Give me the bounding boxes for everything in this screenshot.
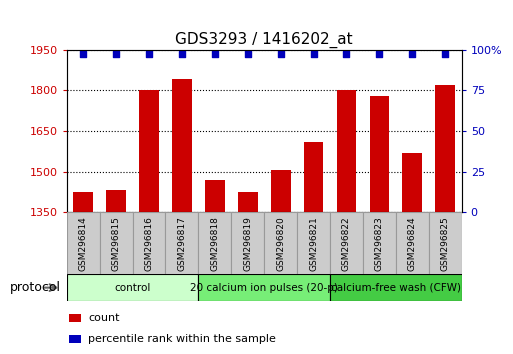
Bar [363,212,396,274]
Point [441,52,449,57]
Point [408,52,417,57]
Text: GSM296817: GSM296817 [177,216,186,271]
Text: control: control [114,282,151,293]
Point [244,52,252,57]
Text: GSM296823: GSM296823 [375,216,384,271]
Bar [231,212,264,274]
Point [211,52,219,57]
Text: GSM296814: GSM296814 [78,216,88,271]
Bar [199,212,231,274]
Bar [69,335,81,343]
Bar [396,212,429,274]
Point [342,52,350,57]
Bar [369,96,389,212]
Bar [304,142,323,212]
Point [309,52,318,57]
Point [79,52,87,57]
Bar [436,85,455,212]
Bar [238,192,258,212]
Bar [337,90,357,212]
Bar [330,274,462,301]
Bar [100,212,132,274]
Bar [429,212,462,274]
Text: GSM296819: GSM296819 [243,216,252,271]
Bar [67,274,199,301]
Bar [165,212,199,274]
Point [112,52,120,57]
Text: GSM296816: GSM296816 [145,216,153,271]
Bar [132,212,165,274]
Bar [67,212,100,274]
Bar [271,170,290,212]
Text: 20 calcium ion pulses (20-p): 20 calcium ion pulses (20-p) [190,282,338,293]
Title: GDS3293 / 1416202_at: GDS3293 / 1416202_at [175,32,353,48]
Text: percentile rank within the sample: percentile rank within the sample [88,334,277,344]
Text: GSM296815: GSM296815 [111,216,121,271]
Text: GSM296818: GSM296818 [210,216,220,271]
Bar [73,192,93,212]
Bar [297,212,330,274]
Bar [402,153,422,212]
Bar [106,190,126,212]
Text: GSM296820: GSM296820 [276,216,285,271]
Bar [199,274,330,301]
Bar [264,212,297,274]
Text: GSM296824: GSM296824 [408,216,417,271]
Text: GSM296825: GSM296825 [441,216,450,271]
Text: count: count [88,313,120,323]
Point [277,52,285,57]
Text: protocol: protocol [10,281,61,294]
Bar [139,90,159,212]
Bar [205,180,225,212]
Text: GSM296822: GSM296822 [342,216,351,271]
Text: calcium-free wash (CFW): calcium-free wash (CFW) [331,282,461,293]
Point [178,52,186,57]
Bar [69,314,81,322]
Bar [172,79,192,212]
Bar [330,212,363,274]
Text: GSM296821: GSM296821 [309,216,318,271]
Point [145,52,153,57]
Point [376,52,384,57]
